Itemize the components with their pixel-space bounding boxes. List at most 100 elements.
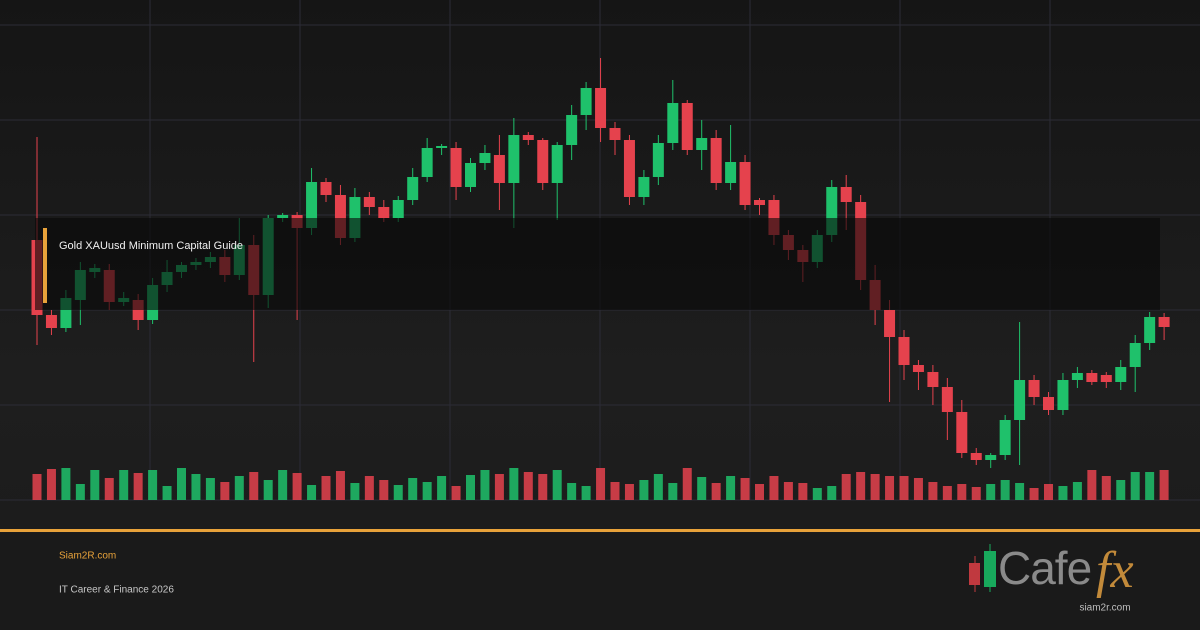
candle-body bbox=[696, 138, 708, 150]
candle-body bbox=[826, 187, 838, 235]
volume-bar bbox=[1015, 483, 1025, 500]
accent-bar bbox=[43, 228, 47, 303]
candle-body bbox=[898, 337, 910, 365]
candle-body bbox=[522, 135, 534, 140]
volume-bar bbox=[740, 478, 750, 500]
candle-body bbox=[392, 200, 404, 218]
volume-bar bbox=[913, 478, 923, 500]
volume-bar bbox=[408, 478, 418, 500]
candle-body bbox=[768, 200, 780, 235]
volume-bar bbox=[480, 470, 490, 500]
logo-accent: fx bbox=[1096, 542, 1134, 599]
volume-bar bbox=[379, 480, 389, 500]
divider bbox=[0, 529, 1200, 532]
volume-bar bbox=[75, 484, 85, 500]
candle-body bbox=[465, 163, 476, 187]
volume-bar bbox=[942, 486, 952, 500]
volume-bar bbox=[321, 476, 331, 500]
volume-bar bbox=[133, 473, 143, 500]
candle-body bbox=[45, 315, 57, 328]
volume-bar bbox=[1116, 480, 1126, 500]
candle-body bbox=[306, 182, 318, 228]
candle-body bbox=[1057, 380, 1069, 410]
candle-body bbox=[436, 146, 448, 148]
volume-bar bbox=[1000, 480, 1010, 500]
volume-bar bbox=[755, 484, 764, 500]
candle-body bbox=[595, 88, 607, 128]
volume-bar bbox=[509, 468, 519, 500]
candle-body bbox=[754, 200, 765, 205]
volume-bar bbox=[1130, 472, 1140, 500]
volume-bar bbox=[552, 470, 562, 500]
candle-body bbox=[1043, 397, 1054, 410]
volume-bar bbox=[350, 483, 360, 500]
volume-bar bbox=[422, 482, 432, 500]
volume-bar bbox=[971, 487, 981, 500]
candle-body bbox=[1158, 317, 1170, 327]
volume-bar bbox=[278, 470, 288, 500]
candle-body bbox=[681, 103, 693, 150]
volume-bar bbox=[1159, 470, 1169, 500]
title-band bbox=[35, 218, 1160, 310]
volume-bar bbox=[1087, 470, 1097, 500]
volume-bar bbox=[1044, 484, 1053, 500]
volume-bar bbox=[624, 484, 634, 500]
candle-body bbox=[725, 162, 737, 183]
candle-body bbox=[884, 310, 896, 337]
volume-bar bbox=[928, 482, 938, 500]
volume-bar bbox=[234, 476, 244, 500]
volume-bar bbox=[827, 486, 837, 500]
volume-bar bbox=[711, 483, 721, 500]
candle-body bbox=[407, 177, 419, 200]
volume-bar bbox=[1145, 472, 1155, 500]
volume-bar bbox=[466, 475, 475, 500]
candle-body bbox=[985, 455, 997, 460]
candle-body bbox=[320, 182, 332, 195]
volume-bar bbox=[1101, 476, 1111, 500]
volume-bar bbox=[726, 476, 736, 500]
volume-bar bbox=[957, 484, 967, 500]
volume-bar bbox=[205, 478, 215, 500]
candle-body bbox=[840, 187, 852, 202]
volume-bar bbox=[899, 476, 909, 500]
candle-body bbox=[667, 103, 679, 143]
volume-bar bbox=[769, 476, 779, 500]
volume-bar bbox=[393, 485, 403, 500]
candle-body bbox=[638, 177, 650, 197]
volume-bar bbox=[263, 480, 273, 500]
candle-body bbox=[609, 128, 621, 140]
volume-bar bbox=[437, 476, 447, 500]
volume-bar bbox=[364, 476, 374, 500]
candle-body bbox=[378, 207, 390, 218]
volume-bar bbox=[494, 474, 504, 500]
page-title: Gold XAUusd Minimum Capital Guide bbox=[59, 240, 243, 252]
volume-bar bbox=[46, 469, 56, 500]
candle-body bbox=[927, 372, 939, 387]
volume-bar bbox=[61, 468, 71, 500]
volume-bar bbox=[119, 470, 129, 500]
volume-bar bbox=[1058, 486, 1068, 500]
volume-bar bbox=[596, 468, 606, 500]
volume-bar bbox=[856, 472, 866, 500]
candle-body bbox=[580, 88, 592, 115]
candle-body bbox=[1014, 380, 1026, 420]
volume-bar bbox=[885, 476, 895, 500]
candle-body bbox=[1028, 380, 1040, 397]
candle-body bbox=[566, 115, 578, 145]
candle-body bbox=[363, 197, 375, 207]
candle-body bbox=[999, 420, 1011, 455]
volume-bar bbox=[783, 482, 793, 500]
volume-bar bbox=[682, 468, 692, 500]
volume-bar bbox=[697, 477, 707, 500]
candle-body bbox=[551, 145, 563, 183]
candle-body bbox=[710, 138, 722, 183]
volume-bar bbox=[451, 486, 461, 500]
tagline: IT Career & Finance 2026 bbox=[59, 585, 174, 596]
candle-body bbox=[1086, 373, 1098, 382]
candle-body bbox=[1144, 317, 1156, 343]
volume-bar bbox=[191, 474, 201, 500]
volume-bar bbox=[32, 474, 42, 500]
volume-bar bbox=[162, 486, 172, 500]
candle-body bbox=[479, 153, 491, 163]
candle-body bbox=[334, 195, 346, 238]
